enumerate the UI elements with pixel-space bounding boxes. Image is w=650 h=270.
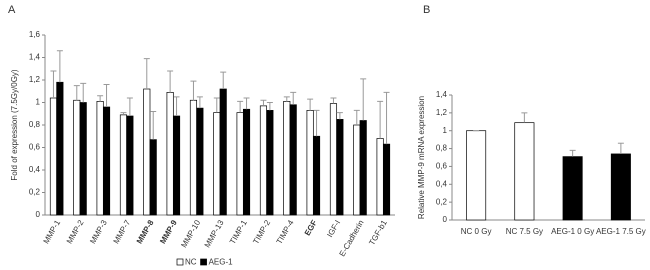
bar	[166, 92, 174, 216]
bar	[242, 108, 251, 216]
bar	[213, 112, 221, 216]
bar	[312, 135, 321, 216]
x-tick-label: AEG-1 7.5 Gy	[596, 227, 646, 236]
legend-swatch	[200, 258, 207, 266]
y-tick-label: 0,2	[436, 197, 448, 206]
bar	[79, 102, 87, 216]
bar	[514, 122, 535, 221]
x-tick-label: AEG-1 0 Gy	[551, 227, 594, 236]
bar	[359, 120, 367, 216]
panel-label: B	[423, 4, 430, 16]
bar	[353, 124, 361, 216]
y-tick-label: 0	[36, 210, 41, 219]
y-tick-label: 1	[443, 126, 448, 135]
y-tick-label: 0,4	[29, 165, 41, 174]
bar	[329, 103, 338, 216]
bar	[289, 104, 297, 216]
legend-label: AEG-1	[209, 258, 234, 267]
bar	[56, 81, 64, 216]
bar	[96, 101, 104, 216]
bar	[306, 110, 314, 216]
x-tick-label: EGF	[303, 218, 319, 237]
bar	[266, 110, 274, 216]
y-tick-label: 1	[36, 98, 41, 107]
y-tick-label: 0	[443, 215, 448, 224]
bar	[236, 112, 244, 216]
x-tick-label: MMP-7	[112, 218, 133, 245]
bar	[219, 88, 227, 216]
bar	[196, 107, 204, 216]
bar	[336, 119, 344, 216]
bar	[119, 114, 128, 216]
bar	[49, 97, 58, 216]
x-tick-label: MMP-3	[88, 218, 109, 245]
bar	[562, 156, 583, 221]
y-tick-label: 0,8	[29, 120, 41, 129]
panel-label: A	[8, 4, 16, 16]
bar	[102, 106, 111, 216]
legend-label: NC	[185, 258, 197, 267]
x-tick-label: MMP-10	[179, 218, 202, 249]
x-tick-label: TIMP-1	[228, 218, 249, 246]
y-tick-label: 0,2	[29, 188, 41, 197]
y-axis-label: Fold of expression (7.5Gy/0Gy)	[10, 69, 19, 180]
y-tick-label: 0,8	[436, 144, 448, 153]
x-tick-label: MMP-13	[203, 218, 226, 249]
x-tick-label: MMP-1	[42, 218, 63, 245]
bar	[73, 99, 81, 216]
x-tick-label: IGF-I	[325, 219, 342, 239]
bar	[126, 115, 134, 216]
x-tick-label: NC 7.5 Gy	[506, 227, 543, 236]
x-tick-label: NC 0 Gy	[461, 227, 492, 236]
bar	[466, 130, 487, 221]
y-tick-label: 1,4	[436, 90, 448, 99]
x-tick-label: MMP-8	[135, 218, 156, 245]
bar	[610, 153, 631, 221]
y-tick-label: 0,6	[436, 162, 448, 171]
bar	[259, 105, 268, 216]
bar	[143, 88, 151, 216]
y-tick-label: 0,6	[29, 143, 41, 152]
bar	[283, 101, 291, 216]
bar	[382, 143, 391, 216]
x-tick-label: TIMP-2	[251, 218, 272, 246]
x-tick-label: MMP-9	[158, 218, 179, 245]
x-tick-label: TGF-b1	[367, 218, 389, 247]
y-tick-label: 1,2	[29, 75, 41, 84]
y-axis-label: Relative MMP-9 mRNA expression	[417, 96, 426, 219]
y-tick-label: 1,4	[29, 53, 41, 62]
x-tick-label: E-Cadherin	[338, 219, 366, 259]
bar	[376, 138, 384, 216]
bar	[149, 139, 157, 216]
bar	[189, 99, 198, 216]
x-tick-label: MMP-2	[65, 218, 86, 245]
y-tick-label: 1,2	[436, 108, 448, 117]
y-tick-label: 0,4	[436, 179, 448, 188]
x-tick-label: TIMP-4	[275, 218, 296, 246]
bar	[172, 115, 181, 216]
y-tick-label: 1,6	[29, 30, 41, 39]
legend-swatch	[176, 258, 184, 266]
